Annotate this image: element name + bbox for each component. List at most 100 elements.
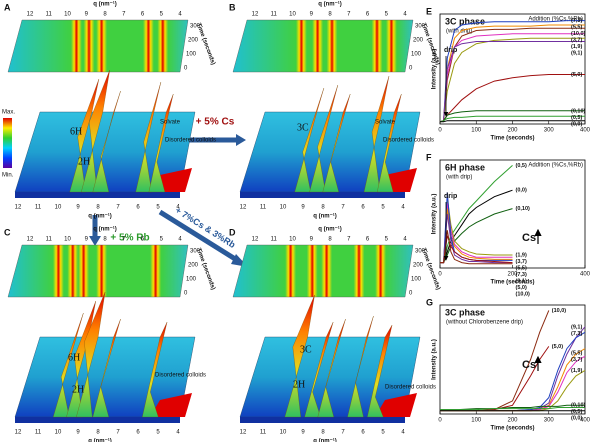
series-label: (3,7) (571, 357, 582, 363)
q-tick-label: 5 (385, 12, 389, 18)
time-tick-label: 200 (188, 38, 199, 44)
time-tick-label: 300 (415, 249, 426, 255)
x-tick-label: 400 (580, 418, 591, 424)
panel-label: D (229, 227, 236, 237)
x-tick-label: 0 (438, 272, 442, 278)
q-tick-label: 9 (310, 12, 314, 18)
q-tick-label: 9 (310, 237, 314, 243)
q-tick-label: 11 (271, 12, 278, 18)
panel-label: A (4, 2, 11, 12)
panel-label: G (426, 297, 433, 307)
phase-annotation: Disordered colloids (155, 373, 206, 379)
q-tick-label: 11 (46, 12, 53, 18)
peak-ridge (294, 87, 325, 193)
q-tick-label: 4 (403, 237, 407, 243)
q-tick-label: 12 (27, 12, 34, 18)
series-line (439, 37, 585, 123)
chart-subtitle: (with drip) (446, 29, 472, 35)
q-tick-label: 8 (321, 430, 325, 436)
time-tick-label: 300 (190, 249, 201, 255)
series-line (439, 20, 585, 123)
q-tick-label: 11 (260, 205, 267, 211)
series-line (440, 120, 585, 123)
x-axis-label: Time (seconds) (491, 136, 535, 142)
series-line (440, 213, 513, 264)
q-tick-label: 7 (347, 12, 351, 18)
q-tick-label: 4 (178, 237, 182, 243)
series-label: (3,7) (516, 259, 527, 265)
q-tick-label: 6 (361, 205, 365, 211)
heatmap (232, 19, 414, 73)
q-tick-label: 7 (341, 205, 345, 211)
q-tick-label: 12 (240, 430, 247, 436)
series-line (440, 407, 585, 411)
peak-ridge (377, 93, 402, 193)
series-label: (9,1) (571, 324, 582, 330)
peak-ridge (347, 315, 374, 418)
q-tick-label: 7 (341, 430, 345, 436)
peak-ridge (322, 93, 351, 193)
q-tick-label: 12 (15, 430, 22, 436)
q-tick-label: 12 (252, 12, 259, 18)
legend-title: Addition (%Cs,%Rb) (528, 163, 583, 169)
series-line (440, 230, 513, 265)
peak-ridge (304, 321, 334, 418)
q-tick-label: 7 (116, 430, 120, 436)
legend-title: Addition (%Cs,%Rb) (528, 17, 583, 23)
series-label: (0,0) (571, 416, 582, 422)
q-tick-label: 9 (76, 205, 80, 211)
transition-label: + 5% Cs (196, 117, 235, 128)
q-tick-label: 6 (141, 237, 145, 243)
q-tick-label: 8 (96, 205, 100, 211)
q-tick-label: 6 (361, 430, 365, 436)
series-label: (1,9) (571, 44, 582, 50)
phase-annotation: Disordered colloids (165, 138, 216, 144)
q-tick-label: 10 (55, 430, 62, 436)
x-tick-label: 100 (471, 418, 482, 424)
peak-ridge (92, 318, 121, 418)
chart-title: 6H phase (445, 162, 485, 172)
time-tick-label: 200 (413, 38, 424, 44)
x-tick-label: 400 (580, 272, 591, 278)
q-tick-label: 9 (85, 237, 89, 243)
series-line (440, 404, 585, 411)
series-label: (0,10) (516, 206, 531, 212)
x-tick-label: 200 (507, 418, 518, 424)
q-axis-label: q (nm⁻¹) (88, 438, 112, 442)
q-tick-label: 4 (178, 12, 182, 18)
series-line (439, 41, 585, 123)
q-tick-label: 4 (176, 205, 180, 211)
q-tick-label: 10 (280, 430, 287, 436)
q-tick-label: 11 (35, 205, 42, 211)
chart-subtitle: (with drip) (446, 175, 472, 181)
series-label: (10,0) (571, 31, 586, 37)
q-tick-label: 11 (271, 237, 278, 243)
series-label: (10,0) (516, 291, 531, 297)
series-label: (0,5) (571, 409, 582, 415)
series-label: (3,7) (571, 38, 582, 44)
phase-annotation: Disordered colloids (383, 138, 434, 144)
time-tick-label: 100 (411, 277, 422, 283)
time-axis-label: Time (seconds) (420, 248, 441, 291)
q-tick-label: 8 (103, 12, 107, 18)
q-axis-label: q (nm⁻¹) (313, 438, 337, 442)
time-axis-label: Time (seconds) (195, 248, 216, 291)
chart-title: 3C phase (445, 307, 485, 317)
series-label: (9,1) (571, 51, 582, 57)
q-tick-label: 6 (366, 237, 370, 243)
x-axis-label: Time (seconds) (491, 280, 535, 286)
x-tick-label: 200 (507, 128, 518, 134)
peak-ridge (69, 78, 100, 193)
q-tick-label: 12 (15, 205, 22, 211)
q-tick-label: 6 (141, 12, 145, 18)
colorbar-min: Min. (2, 173, 14, 179)
q-tick-label: 8 (103, 237, 107, 243)
time-tick-label: 0 (409, 66, 413, 72)
series-label: (5,5) (516, 265, 527, 271)
q-tick-label: 10 (55, 205, 62, 211)
q-tick-label: 11 (260, 430, 267, 436)
x-tick-label: 0 (438, 418, 442, 424)
series-line (440, 165, 513, 264)
series-label: (0,0) (571, 121, 582, 127)
